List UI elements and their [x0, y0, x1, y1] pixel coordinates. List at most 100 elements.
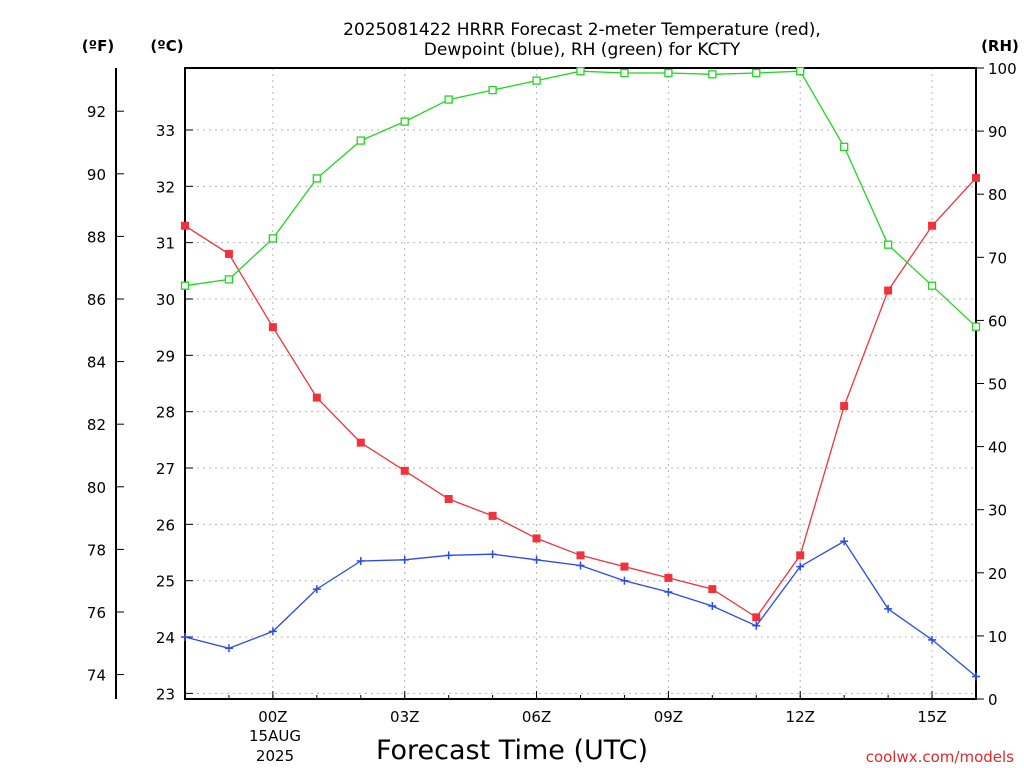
temperature-point	[356, 438, 365, 447]
temperature-point	[884, 286, 893, 295]
rh-point	[488, 85, 497, 95]
x-tick-label: 00Z	[258, 708, 287, 726]
rh-point	[180, 281, 190, 290]
rh-tick-label: 40	[988, 439, 1007, 457]
rh-point	[400, 117, 409, 126]
rh-point	[664, 68, 673, 78]
temperature-point	[532, 534, 541, 543]
rh-tick-label: 70	[988, 249, 1007, 267]
rh-tick-label: 50	[988, 376, 1007, 394]
temperature-point	[400, 466, 409, 475]
plot-frame	[184, 67, 977, 700]
dewpoint-point	[444, 551, 453, 560]
rh-point	[268, 234, 278, 243]
temperature-point	[444, 494, 453, 503]
celsius-tick-label: 32	[156, 178, 175, 196]
grid-lines	[185, 68, 976, 699]
dewpoint-point	[708, 602, 717, 611]
rh-point	[532, 76, 541, 85]
source-credit: coolwx.com/models	[866, 748, 1014, 766]
date-label-year: 2025	[256, 747, 294, 765]
x-tick-label: 06Z	[522, 708, 551, 726]
celsius-tick-label: 25	[156, 573, 175, 591]
x-axis-label: Forecast Time (UTC)	[376, 735, 648, 766]
dewpoint-point	[356, 556, 365, 565]
dewpoint-point	[884, 604, 893, 613]
dewpoint-point	[532, 555, 541, 564]
rh-line	[184, 70, 977, 328]
rh-point	[356, 136, 365, 145]
celsius-tick-label: 30	[156, 291, 175, 309]
temperature-point	[620, 562, 629, 571]
rh-point	[224, 275, 234, 284]
temperature-point	[664, 573, 673, 582]
rh-tick-label: 30	[988, 502, 1007, 520]
fahrenheit-tick-label: 88	[87, 228, 106, 246]
celsius-tick-label: 28	[156, 404, 175, 422]
dewpoint-point	[796, 562, 805, 571]
x-tick-label: 09Z	[654, 708, 683, 726]
dewpoint-point	[576, 561, 585, 570]
fahrenheit-tick-label: 90	[87, 166, 106, 184]
dewpoint-point	[752, 621, 761, 630]
temperature-point	[488, 511, 497, 520]
fahrenheit-axis-unit: (ºF)	[82, 37, 114, 55]
dewpoint-point	[840, 537, 849, 546]
fahrenheit-tick-label: 82	[87, 416, 106, 434]
celsius-tick-label: 24	[156, 629, 175, 647]
dewpoint-point	[312, 585, 321, 594]
x-tick-label: 15Z	[917, 708, 946, 726]
temperature-point	[928, 221, 937, 230]
fahrenheit-tick-label: 80	[87, 479, 106, 497]
dewpoint-point	[268, 627, 277, 636]
celsius-tick-label: 31	[156, 235, 175, 253]
rh-tick-label: 10	[988, 628, 1007, 646]
rh-tick-label: 60	[988, 312, 1007, 330]
temperature-point	[268, 323, 277, 332]
temperature-point	[708, 585, 717, 594]
temperature-point	[312, 393, 321, 402]
rh-point	[752, 68, 761, 78]
rh-point	[708, 70, 717, 79]
rh-tick-label: 100	[988, 60, 1017, 78]
fahrenheit-tick-label: 92	[87, 103, 106, 121]
temperature-point	[972, 173, 980, 182]
temperature-point	[181, 221, 189, 230]
data-series	[180, 67, 981, 681]
date-label-day: 15AUG	[249, 727, 301, 745]
celsius-tick-label: 33	[156, 122, 175, 140]
rh-tick-label: 0	[988, 691, 998, 709]
rh-point	[883, 240, 893, 249]
temperature-point	[224, 249, 233, 258]
dewpoint-point	[400, 555, 409, 564]
rh-tick-label: 80	[988, 186, 1007, 204]
rh-point	[796, 67, 805, 76]
rh-tick-label: 90	[988, 123, 1007, 141]
fahrenheit-tick-label: 86	[87, 291, 106, 309]
chart-title-line-2: Dewpoint (blue), RH (green) for KCTY	[424, 40, 741, 60]
rh-axis-unit: (RH)	[981, 37, 1019, 55]
dewpoint-point	[181, 633, 189, 642]
rh-point	[927, 281, 937, 290]
dewpoint-point	[928, 635, 937, 644]
rh-point	[444, 95, 453, 104]
rh-point	[312, 174, 321, 183]
axes: 23 24 25 26 27 28 29 30 31 32 33 00Z 03Z 06Z 09Z 12Z 15Z…	[87, 60, 1017, 726]
rh-point	[971, 322, 981, 331]
temperature-point	[840, 402, 849, 411]
celsius-axis-unit: (ºC)	[150, 37, 183, 55]
fahrenheit-tick-label: 76	[87, 604, 106, 622]
rh-point	[840, 142, 849, 152]
fahrenheit-tick-label: 78	[87, 541, 106, 559]
celsius-tick-label: 23	[156, 685, 175, 703]
dewpoint-point	[972, 672, 980, 681]
rh-point	[576, 67, 585, 76]
temperature-point	[752, 613, 761, 622]
fahrenheit-tick-label: 84	[87, 354, 106, 372]
dewpoint-point	[224, 644, 233, 653]
celsius-tick-label: 27	[156, 460, 175, 478]
x-tick-label: 03Z	[390, 708, 419, 726]
rh-tick-label: 20	[988, 565, 1007, 583]
dewpoint-point	[620, 576, 629, 585]
